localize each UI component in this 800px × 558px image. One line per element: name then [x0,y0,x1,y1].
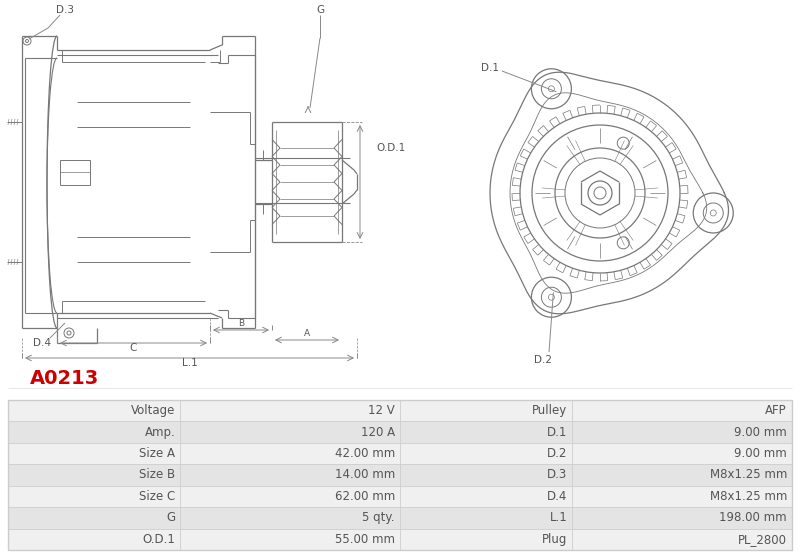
Bar [400,400,573,421]
Text: G: G [316,5,324,15]
Bar [8,528,181,550]
Text: A: A [304,330,310,339]
Bar [8,464,181,485]
Text: Size B: Size B [139,469,175,482]
Text: C: C [130,343,137,353]
Text: 9.00 mm: 9.00 mm [734,426,787,439]
Text: O.D.1: O.D.1 [142,533,175,546]
Bar [8,400,792,550]
Text: D.3: D.3 [547,469,567,482]
Bar [181,443,400,464]
Bar [8,485,181,507]
Text: AFP: AFP [766,404,787,417]
Text: 55.00 mm: 55.00 mm [335,533,395,546]
Text: O.D.1: O.D.1 [376,143,406,153]
Text: 14.00 mm: 14.00 mm [334,469,395,482]
Text: D.1: D.1 [547,426,567,439]
Bar [573,443,792,464]
Bar [573,464,792,485]
Text: Size A: Size A [139,447,175,460]
Text: M8x1.25 mm: M8x1.25 mm [710,490,787,503]
Text: D.1: D.1 [481,63,499,73]
Text: L.1: L.1 [550,511,567,525]
Text: PL_2800: PL_2800 [738,533,787,546]
Text: D.2: D.2 [534,355,552,365]
Text: L.1: L.1 [182,358,198,368]
Text: A0213: A0213 [30,368,99,387]
Bar [181,485,400,507]
Bar [400,528,573,550]
Text: Size C: Size C [139,490,175,503]
Text: 5 qty.: 5 qty. [362,511,395,525]
Bar [573,400,792,421]
Bar [400,507,573,528]
Text: 42.00 mm: 42.00 mm [334,447,395,460]
Bar [573,528,792,550]
Bar [8,507,181,528]
Text: Plug: Plug [542,533,567,546]
Bar [573,421,792,443]
Bar [8,421,181,443]
Text: 198.00 mm: 198.00 mm [719,511,787,525]
Text: D.4: D.4 [33,338,51,348]
Text: M8x1.25 mm: M8x1.25 mm [710,469,787,482]
Text: 12 V: 12 V [368,404,395,417]
Text: D.3: D.3 [56,5,74,15]
Bar [181,507,400,528]
Text: Pulley: Pulley [532,404,567,417]
Bar [181,464,400,485]
Text: 120 A: 120 A [361,426,395,439]
Text: Voltage: Voltage [131,404,175,417]
Bar [60,160,90,185]
Text: D.4: D.4 [547,490,567,503]
Bar [400,443,573,464]
Text: 9.00 mm: 9.00 mm [734,447,787,460]
Bar [573,507,792,528]
Bar [8,400,181,421]
Bar [400,485,573,507]
Bar [8,443,181,464]
Text: G: G [166,511,175,525]
Text: 62.00 mm: 62.00 mm [334,490,395,503]
Bar [573,485,792,507]
Bar [181,400,400,421]
Text: Amp.: Amp. [145,426,175,439]
Bar [400,421,573,443]
Bar [181,528,400,550]
Bar [400,464,573,485]
Bar [181,421,400,443]
Text: B: B [238,319,244,328]
Text: D.2: D.2 [547,447,567,460]
